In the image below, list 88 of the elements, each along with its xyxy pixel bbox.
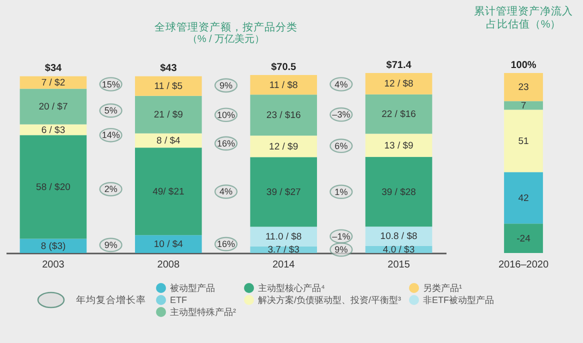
bar (365, 156, 432, 227)
bar (250, 94, 317, 136)
data-label: 20 / $7 (38, 102, 68, 113)
annotation: 16% (216, 239, 236, 250)
data-label: 8 ($3) (40, 240, 66, 252)
data-label: 11 / $5 (154, 81, 183, 92)
legend-label: ETF (170, 295, 188, 305)
bar (20, 135, 87, 239)
bar (250, 157, 317, 227)
bar (135, 235, 202, 253)
data-label: 21 / $9 (154, 110, 183, 121)
bar (250, 136, 317, 158)
annotation: –3% (332, 110, 350, 120)
legend-label: 主动型特殊产品² (170, 307, 236, 317)
bar (504, 224, 543, 253)
data-label: 8 / $4 (156, 136, 180, 146)
bar (135, 76, 202, 96)
x-tick-label: 2014 (272, 260, 296, 270)
bar (504, 110, 543, 172)
x-tick-label: 2015 (388, 260, 410, 270)
legend-label: 主动型核心产品⁴ (258, 283, 325, 293)
x-tick-label: 2016–2020 (498, 260, 549, 270)
data-label: 4.0 / $3 (382, 244, 415, 256)
data-label: 22 / $16 (382, 109, 416, 120)
annotation: $70.5 (271, 62, 297, 73)
data-label: 12 / $9 (269, 141, 298, 152)
annotation: 100% (510, 60, 536, 71)
data-label: 11 / $8 (269, 80, 298, 91)
data-label: 6 / $3 (41, 124, 66, 136)
annotation: $71.4 (386, 60, 412, 71)
data-label: 12 / $8 (384, 78, 414, 90)
data-label: 7 / $2 (41, 77, 66, 88)
legend-label: 被动型产品 (170, 283, 215, 293)
data-label: 39 / $27 (266, 186, 301, 198)
data-label: 7 (520, 100, 526, 112)
annotation: 9% (334, 244, 348, 255)
annotation: –1% (332, 231, 350, 242)
legend-label: 解决方案/负债驱动型、投资/平衡型³ (258, 295, 401, 305)
bar (365, 226, 432, 246)
data-label: 49/ $21 (152, 186, 184, 198)
data-label: 3.7 / $3 (268, 244, 300, 256)
bar (504, 101, 543, 110)
bar (135, 148, 202, 236)
data-label: 10.8 / $8 (380, 231, 418, 242)
chart-subtitle: （% / 万亿美元） (187, 33, 265, 45)
bar (250, 74, 317, 95)
annotation: 16% (216, 138, 236, 148)
data-label: -24 (516, 233, 530, 244)
annotation: 6% (334, 140, 348, 151)
annotation: 15% (102, 79, 120, 90)
annotation: 1% (334, 186, 348, 197)
annotation: 14% (102, 130, 120, 140)
annotation: 2% (104, 184, 118, 194)
annotation: 4% (334, 79, 348, 90)
annotation: 10% (216, 110, 236, 120)
bar (20, 238, 87, 253)
data-label: 11.0 / $8 (265, 232, 302, 243)
data-label: 23 (518, 82, 529, 94)
bar (20, 88, 87, 124)
data-label: 51 (518, 136, 529, 147)
x-tick-label: 2003 (42, 260, 65, 270)
data-label: 58 / $20 (36, 182, 70, 193)
data-label: 39 / $28 (382, 186, 416, 198)
data-label: 10 / $4 (154, 239, 183, 250)
data-label: 42 (518, 192, 529, 204)
bar (20, 76, 87, 89)
bar (365, 134, 432, 157)
data-label: 13 / $9 (384, 140, 414, 152)
annotation: 5% (104, 106, 118, 116)
chart-title: 全球管理资产额，按产品分类 (154, 20, 298, 34)
legend-label: 另类产品¹ (423, 283, 462, 293)
bar (135, 133, 202, 148)
bar (504, 172, 543, 224)
chart-title: 累计管理资产净流入占比估值（%） (474, 4, 573, 30)
annotation: $34 (44, 63, 62, 74)
legend-label: 非ETF被动型产品 (423, 295, 494, 305)
bar (504, 73, 543, 102)
annotation: 9% (219, 80, 233, 90)
bar (365, 94, 432, 134)
bar (135, 96, 202, 134)
legend-title: 年均复合增长率 (76, 294, 146, 306)
bar (365, 73, 432, 94)
data-label: 23 / $16 (266, 110, 301, 122)
x-tick-label: 2008 (157, 260, 180, 270)
annotation: 4% (219, 186, 233, 197)
annotation: $43 (160, 63, 178, 74)
annotation: 9% (104, 240, 118, 250)
bar (250, 226, 317, 246)
